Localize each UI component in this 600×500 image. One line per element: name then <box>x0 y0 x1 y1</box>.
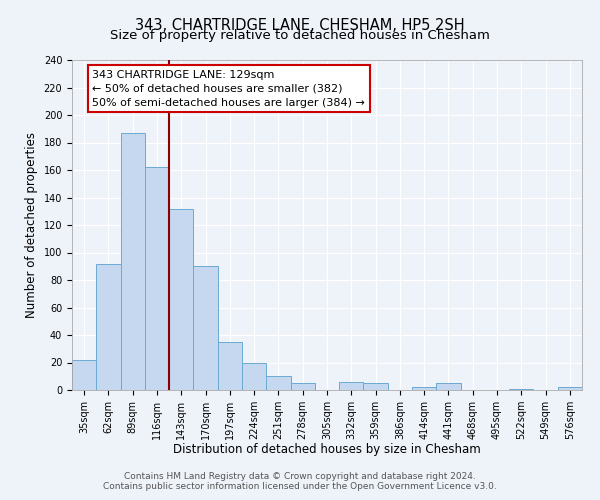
Text: 343 CHARTRIDGE LANE: 129sqm
← 50% of detached houses are smaller (382)
50% of se: 343 CHARTRIDGE LANE: 129sqm ← 50% of det… <box>92 70 365 108</box>
Bar <box>266 376 290 390</box>
Bar <box>412 387 436 390</box>
Text: Contains public sector information licensed under the Open Government Licence v3: Contains public sector information licen… <box>103 482 497 491</box>
Bar <box>72 360 96 390</box>
Bar <box>290 383 315 390</box>
Bar <box>169 208 193 390</box>
Text: Contains HM Land Registry data © Crown copyright and database right 2024.: Contains HM Land Registry data © Crown c… <box>124 472 476 481</box>
Bar <box>364 383 388 390</box>
Y-axis label: Number of detached properties: Number of detached properties <box>25 132 38 318</box>
Bar <box>145 167 169 390</box>
Bar <box>242 362 266 390</box>
Bar <box>509 388 533 390</box>
Bar <box>436 383 461 390</box>
Bar <box>121 133 145 390</box>
Bar <box>339 382 364 390</box>
Bar <box>96 264 121 390</box>
Bar <box>218 342 242 390</box>
Text: Size of property relative to detached houses in Chesham: Size of property relative to detached ho… <box>110 29 490 42</box>
Text: 343, CHARTRIDGE LANE, CHESHAM, HP5 2SH: 343, CHARTRIDGE LANE, CHESHAM, HP5 2SH <box>135 18 465 32</box>
Bar <box>193 266 218 390</box>
Bar <box>558 387 582 390</box>
X-axis label: Distribution of detached houses by size in Chesham: Distribution of detached houses by size … <box>173 444 481 456</box>
